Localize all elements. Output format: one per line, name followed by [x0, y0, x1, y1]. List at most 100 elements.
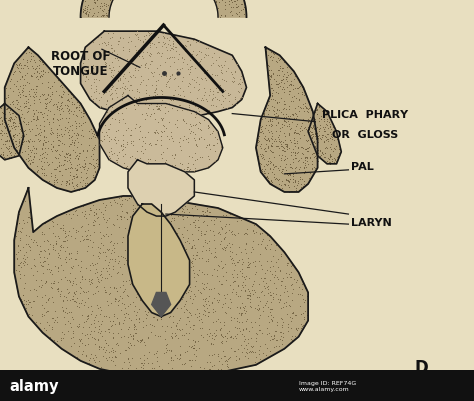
Point — [277, 329, 285, 336]
Point — [7, 108, 14, 114]
Point — [294, 180, 301, 186]
Point — [55, 235, 63, 242]
Point — [212, 86, 219, 92]
Point — [200, 302, 207, 308]
Point — [261, 156, 268, 163]
Point — [199, 209, 207, 215]
Point — [326, 160, 333, 166]
Point — [71, 291, 79, 297]
Point — [7, 111, 14, 118]
Point — [310, 140, 318, 146]
Point — [326, 124, 334, 130]
Point — [293, 86, 301, 92]
Point — [281, 101, 288, 108]
Point — [336, 146, 343, 153]
Point — [272, 79, 279, 85]
Point — [142, 228, 150, 234]
Point — [231, 324, 239, 330]
Point — [199, 280, 206, 287]
Point — [272, 291, 280, 297]
Point — [147, 194, 155, 201]
Point — [191, 291, 198, 298]
Point — [65, 308, 73, 315]
Point — [112, 362, 119, 369]
Point — [282, 270, 290, 277]
Point — [100, 39, 108, 46]
Point — [238, 320, 246, 326]
Point — [236, 215, 243, 222]
Point — [203, 240, 210, 247]
Point — [46, 67, 54, 73]
Point — [105, 247, 112, 254]
Point — [277, 156, 285, 162]
Point — [91, 10, 98, 17]
Point — [182, 272, 190, 279]
Point — [172, 45, 180, 51]
Point — [94, 318, 102, 324]
Point — [276, 163, 284, 170]
Point — [17, 114, 25, 121]
Point — [116, 76, 123, 82]
Point — [127, 266, 135, 272]
Point — [19, 292, 27, 298]
Point — [71, 140, 78, 146]
Point — [173, 259, 180, 266]
Point — [239, 7, 246, 14]
Point — [132, 230, 139, 236]
Point — [252, 330, 260, 336]
Point — [166, 308, 173, 315]
Point — [273, 319, 281, 325]
Point — [211, 134, 219, 141]
Point — [46, 86, 54, 92]
Point — [183, 238, 191, 244]
Point — [170, 215, 178, 222]
Point — [162, 59, 169, 66]
Point — [99, 346, 106, 352]
Point — [179, 213, 186, 219]
Point — [92, 70, 100, 76]
Point — [33, 125, 41, 132]
Point — [143, 113, 151, 119]
Point — [68, 314, 76, 320]
Point — [92, 132, 100, 139]
Point — [142, 256, 150, 262]
Point — [292, 140, 299, 147]
Point — [269, 97, 277, 103]
Point — [263, 331, 271, 337]
Point — [89, 291, 97, 297]
Point — [175, 356, 183, 362]
Point — [82, 161, 89, 167]
Point — [223, 292, 231, 298]
Point — [289, 179, 297, 185]
Point — [120, 94, 128, 101]
Point — [116, 34, 123, 41]
Point — [92, 312, 100, 318]
Point — [182, 121, 190, 127]
Point — [284, 293, 292, 300]
Point — [319, 151, 327, 157]
Point — [80, 165, 88, 171]
Point — [160, 312, 167, 318]
Point — [139, 39, 146, 46]
Point — [10, 124, 18, 131]
Point — [308, 133, 315, 139]
Point — [281, 148, 288, 154]
Point — [167, 130, 175, 136]
Point — [99, 333, 106, 340]
Point — [229, 257, 237, 263]
Point — [30, 146, 37, 152]
Point — [130, 342, 137, 349]
Point — [94, 10, 102, 16]
Point — [15, 99, 22, 105]
Point — [266, 116, 273, 123]
Point — [233, 331, 241, 337]
Point — [91, 164, 99, 170]
Point — [163, 36, 171, 42]
Point — [200, 55, 208, 61]
Point — [264, 175, 272, 182]
Point — [183, 164, 191, 170]
Point — [250, 259, 257, 266]
Point — [267, 123, 275, 130]
Point — [298, 292, 305, 298]
Point — [231, 348, 238, 354]
